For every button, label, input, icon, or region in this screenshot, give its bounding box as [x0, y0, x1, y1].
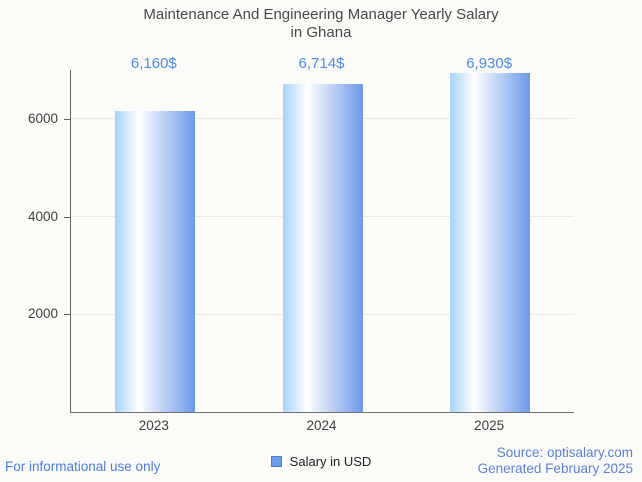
y-tick-mark	[64, 216, 70, 218]
legend: Salary in USD	[0, 454, 642, 469]
chart-title: Maintenance And Engineering Manager Year…	[0, 6, 642, 42]
source-line: Source: optisalary.com	[496, 445, 633, 460]
disclaimer-text: For informational use only	[5, 459, 161, 474]
legend-swatch-icon	[270, 456, 282, 467]
x-tick-label: 2025	[474, 418, 505, 433]
bar	[114, 111, 195, 412]
bar	[450, 73, 531, 412]
y-tick-label: 2000	[27, 306, 58, 322]
source-attribution: Source: optisalary.com Generated Februar…	[478, 445, 633, 476]
chart-title-line1: Maintenance And Engineering Manager Year…	[143, 6, 499, 23]
plot-area	[70, 70, 574, 413]
x-tick-label: 2024	[306, 418, 337, 433]
bar-value-label: 6,160$	[130, 55, 177, 72]
legend-label: Salary in USD	[289, 454, 372, 469]
bar-value-label: 6,714$	[298, 55, 345, 72]
y-tick-label: 4000	[27, 208, 58, 224]
y-tick-mark	[64, 314, 70, 316]
x-tick-label: 2023	[138, 418, 169, 433]
bar	[282, 83, 363, 412]
y-tick-label: 6000	[27, 110, 58, 126]
generated-line: Generated February 2025	[477, 460, 633, 476]
bar-value-label: 6,930$	[466, 55, 513, 72]
y-tick-mark	[64, 118, 70, 120]
chart-title-line2: in Ghana	[290, 24, 352, 41]
